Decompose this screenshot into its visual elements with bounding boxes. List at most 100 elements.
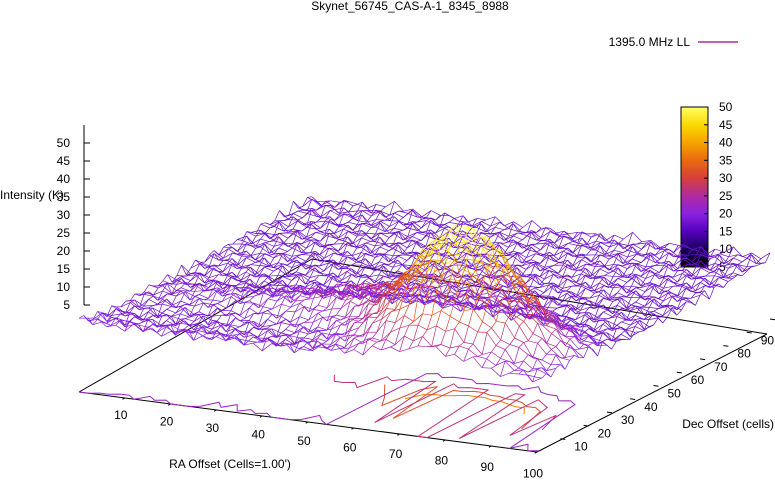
mesh-line-y (558, 278, 563, 288)
mesh-line-y (182, 265, 187, 275)
mesh-line-y (265, 223, 270, 225)
mesh-line-y (505, 345, 510, 350)
mesh-line-x (422, 211, 431, 217)
colorbar-gradient (681, 107, 708, 267)
mesh-line-y (269, 271, 274, 276)
mesh-line-y (261, 223, 266, 224)
mesh-line-y (372, 342, 377, 346)
mesh-line-y (126, 301, 131, 302)
mesh-line-y (366, 241, 371, 243)
mesh-line-y (304, 342, 309, 347)
mesh-line-y (385, 220, 390, 221)
mesh-line-y (469, 309, 474, 326)
mesh-line-y (316, 216, 321, 217)
mesh-line-y (265, 228, 270, 233)
mesh-line-x (255, 267, 264, 275)
mesh-line-x (633, 232, 642, 241)
mesh-line-y (384, 264, 389, 265)
mesh-line-y (600, 243, 605, 244)
mesh-line-x (528, 341, 537, 343)
mesh-line-x (167, 309, 176, 313)
mesh-line-y (621, 320, 626, 322)
mesh-line-y (524, 355, 529, 361)
mesh-line-y (372, 332, 377, 338)
mesh-line-x (199, 295, 208, 299)
mesh-line-y (286, 325, 291, 330)
mesh-line-y (641, 257, 646, 262)
mesh-line-y (268, 296, 273, 299)
mesh-line-x (561, 358, 570, 361)
mesh-line-y (288, 248, 293, 251)
mesh-line-y (279, 211, 284, 217)
mesh-line-y (542, 338, 547, 343)
mesh-line-y (298, 210, 303, 211)
mesh-line-y (478, 322, 483, 332)
mesh-line-y (519, 321, 524, 326)
mesh-line-y (249, 332, 254, 335)
mesh-line-x (659, 278, 668, 286)
mesh-line-y (321, 218, 326, 219)
mesh-line-y (518, 240, 523, 243)
mesh-line-y (436, 215, 441, 220)
mesh-line-y (650, 297, 655, 299)
mesh-line-y (664, 278, 669, 288)
mesh-line-y (349, 206, 354, 212)
mesh-line-y (524, 341, 529, 343)
mesh-line-x (492, 328, 501, 340)
mesh-line-y (97, 318, 102, 322)
mesh-line-x (394, 201, 403, 211)
mesh-line-y (562, 306, 567, 316)
mesh-line-y (370, 268, 375, 269)
mesh-line-y (545, 268, 550, 270)
mesh-line-y (139, 322, 144, 324)
mesh-line-x (544, 299, 553, 307)
mesh-line-x (376, 220, 385, 221)
mesh-line-y (399, 230, 404, 231)
mesh-line-x (533, 334, 542, 339)
mesh-line-x (495, 227, 504, 229)
mesh-line-y (227, 294, 232, 295)
mesh-line-y (481, 220, 486, 222)
colorbar-tick-label: 30 (719, 171, 733, 185)
mesh-line-y (659, 278, 664, 287)
mesh-line-x (318, 305, 327, 307)
mesh-line-y (205, 268, 210, 276)
mesh-line-x (264, 267, 273, 271)
mesh-line-y (330, 210, 335, 211)
mesh-line-y (485, 264, 490, 265)
mesh-line-x (613, 276, 622, 277)
mesh-line-x (599, 318, 608, 319)
mesh-line-x (549, 268, 558, 274)
mesh-line-x (618, 278, 627, 282)
mesh-line-y (421, 233, 426, 234)
mesh-line-y (469, 232, 474, 237)
mesh-line-x (524, 343, 533, 358)
mesh-line-y (354, 336, 359, 338)
mesh-line-x (185, 307, 194, 314)
mesh-line-x (464, 309, 473, 311)
mesh-line-y (322, 330, 327, 331)
mesh-line-y (233, 248, 238, 252)
mesh-line-x (677, 288, 686, 297)
mesh-line-x (649, 307, 658, 308)
mesh-line-x (618, 293, 627, 297)
mesh-line-y (144, 285, 149, 292)
mesh-line-y (384, 251, 389, 254)
mesh-line-y (323, 317, 328, 321)
mesh-line-x (446, 329, 455, 332)
mesh-line-y (385, 238, 390, 245)
mesh-line-y (619, 253, 624, 254)
mesh-line-y (515, 326, 520, 338)
colorbar-tick-label: 35 (719, 153, 733, 167)
mesh-line-y (322, 341, 327, 344)
mesh-line-x (298, 211, 307, 213)
mesh-line-y (344, 214, 349, 215)
mesh-line-x (621, 322, 630, 325)
mesh-line-x (581, 298, 590, 300)
mesh-line-x (510, 373, 519, 374)
mesh-line-x (600, 269, 609, 273)
colorbar-tick-label: 50 (719, 100, 733, 114)
mesh-line-y (149, 296, 154, 299)
mesh-line-x (549, 255, 558, 263)
mesh-line-y (538, 338, 543, 343)
